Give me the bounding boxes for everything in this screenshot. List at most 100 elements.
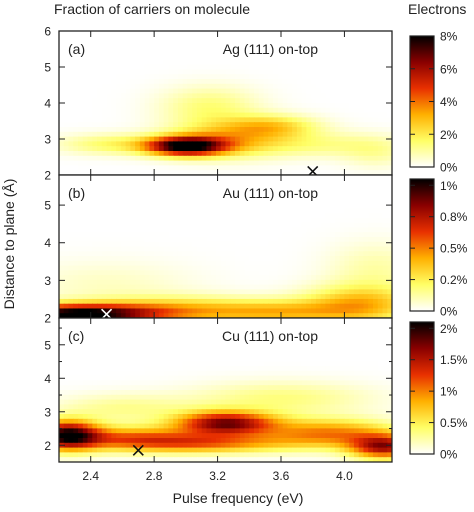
heatmap-cell [258, 45, 265, 51]
heatmap-cell [344, 117, 350, 123]
heatmap-cell [334, 356, 341, 362]
heatmap-cell [173, 294, 179, 300]
heatmap-cell [306, 179, 312, 186]
heatmap-cell [63, 208, 70, 214]
heatmap-cell [363, 184, 369, 190]
heatmap-cell [344, 322, 350, 329]
heatmap-cell [382, 284, 388, 290]
heatmap-cell [130, 222, 136, 229]
heatmap-cell [120, 107, 127, 114]
heatmap-cell [201, 189, 208, 195]
heatmap-cell [258, 151, 265, 157]
heatmap-cell [87, 265, 93, 271]
heatmap-cell [73, 260, 79, 267]
heatmap-cell [363, 222, 369, 229]
heatmap-cell [230, 179, 236, 186]
heatmap-cell [63, 332, 70, 338]
heatmap-cell [116, 275, 122, 281]
heatmap-cell [325, 313, 331, 318]
heatmap-cell [353, 203, 360, 209]
heatmap-cell [68, 232, 74, 238]
heatmap-cell [139, 31, 146, 37]
heatmap-cell [106, 122, 112, 128]
heatmap-cell [63, 45, 70, 51]
heatmap-cell [230, 346, 236, 353]
heatmap-cell [82, 332, 89, 338]
heatmap-cell [311, 279, 317, 286]
heatmap-cell [158, 83, 165, 90]
heatmap-cell [182, 342, 189, 348]
heatmap-cell [382, 318, 388, 324]
heatmap-cell [358, 332, 365, 338]
heatmap-cell [330, 179, 336, 186]
heatmap-cell [158, 213, 165, 219]
heatmap-cell [111, 251, 117, 257]
heatmap-cell [78, 112, 84, 118]
heatmap-cell [97, 260, 103, 267]
heatmap-cell [263, 251, 269, 257]
heatmap-cell [277, 64, 284, 70]
heatmap-cell [330, 284, 336, 290]
heatmap-cell [92, 327, 98, 333]
heatmap-cell [268, 208, 274, 214]
heatmap-cell [287, 279, 293, 286]
heatmap-cell [177, 107, 184, 114]
heatmap-cell [144, 83, 150, 90]
heatmap-cell [277, 208, 284, 214]
heatmap-cell [101, 88, 108, 94]
heatmap-cell [120, 160, 127, 166]
heatmap-cell [135, 107, 141, 114]
heatmap-cell [63, 227, 70, 233]
heatmap-cell [325, 361, 331, 367]
heatmap-cell [182, 35, 189, 42]
heatmap-cell [244, 31, 250, 37]
heatmap-cell [196, 55, 203, 61]
heatmap-cell [287, 260, 293, 267]
heatmap-cell [382, 208, 388, 214]
heatmap-cell [244, 294, 250, 300]
heatmap-cell [358, 93, 365, 99]
heatmap-cell [173, 246, 179, 252]
heatmap-cell [87, 342, 93, 348]
heatmap-cell [358, 64, 365, 70]
heatmap-cell [125, 342, 131, 348]
heatmap-cell [292, 298, 298, 305]
heatmap-cell [135, 236, 141, 243]
heatmap-cell [306, 35, 312, 42]
heatmap-cell [182, 55, 189, 61]
heatmap-cell [130, 256, 136, 262]
heatmap-cell [249, 55, 255, 61]
heatmap-cell [315, 298, 322, 305]
heatmap-cell [301, 175, 307, 181]
heatmap-cell [82, 275, 89, 281]
heatmap-cell [296, 175, 303, 181]
heatmap-cell [220, 74, 227, 80]
heatmap-cell [363, 236, 369, 243]
heatmap-cell [230, 117, 236, 123]
heatmap-cell [296, 236, 303, 243]
heatmap-cell [196, 256, 203, 262]
heatmap-cell [139, 361, 146, 367]
heatmap-cell [306, 275, 312, 281]
heatmap-cell [68, 117, 74, 123]
heatmap-cell [353, 112, 360, 118]
heatmap-cell [144, 98, 150, 104]
heatmap-cell [68, 213, 74, 219]
heatmap-cell [187, 74, 193, 80]
heatmap-cell [206, 246, 212, 252]
heatmap-cell [344, 222, 350, 229]
heatmap-cell [111, 270, 117, 276]
heatmap-cell [101, 275, 108, 281]
heatmap-cell [230, 98, 236, 104]
heatmap-cell [230, 35, 236, 42]
heatmap-cell [187, 136, 193, 142]
heatmap-cell [116, 179, 122, 186]
heatmap-cell [177, 213, 184, 219]
heatmap-cell [101, 279, 108, 286]
heatmap-cell [78, 217, 84, 224]
heatmap-cell [225, 79, 231, 85]
heatmap-cell [349, 361, 355, 367]
heatmap-cell [59, 308, 65, 314]
heatmap-cell [249, 251, 255, 257]
heatmap-cell [182, 270, 189, 276]
